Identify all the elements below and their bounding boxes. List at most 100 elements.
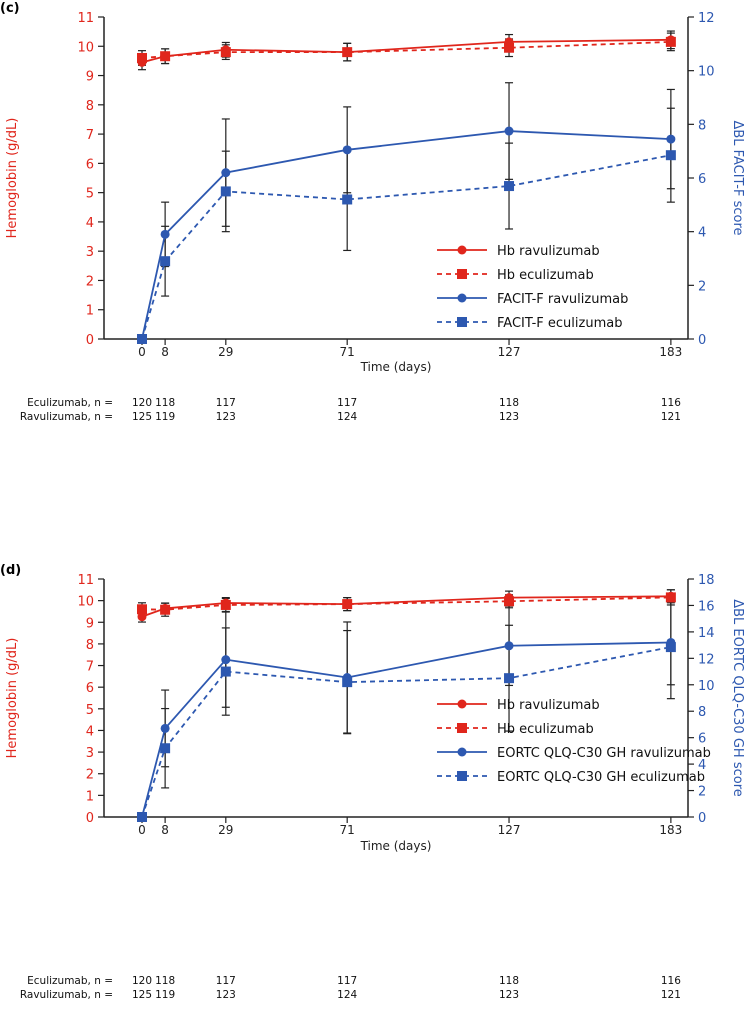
- x-tick-label: 71: [340, 345, 355, 359]
- left-y-axis-title: Hemoglobin (g/dL): [5, 118, 20, 239]
- data-point: [221, 168, 231, 178]
- right-y-tick-label: 6: [698, 172, 706, 187]
- right-y-tick-label: 8: [698, 705, 706, 720]
- x-tick-label: 29: [218, 345, 233, 359]
- right-y-axis-title: ΔBL EORTC QLQ-C30 GH score: [730, 599, 745, 797]
- left-y-tick-label: 10: [77, 40, 94, 55]
- legend-marker: [457, 245, 467, 255]
- n-table-value: 123: [216, 989, 236, 1001]
- legend-label: Hb eculizumab: [497, 722, 594, 737]
- n-table-value: 116: [661, 397, 681, 409]
- legend-label: EORTC QLQ-C30 GH eculizumab: [497, 770, 705, 785]
- right-y-tick-label: 4: [698, 758, 706, 773]
- right-y-tick-label: 0: [698, 333, 706, 348]
- data-point: [221, 655, 231, 665]
- right-y-tick-label: 18: [698, 573, 715, 588]
- data-point: [220, 186, 231, 197]
- legend-label: EORTC QLQ-C30 GH ravulizumab: [497, 746, 711, 761]
- series-line-2: [141, 641, 671, 818]
- data-point: [504, 596, 515, 607]
- data-point: [665, 592, 676, 603]
- series-line-3: [141, 154, 672, 340]
- legend-marker: [457, 317, 467, 327]
- data-point: [342, 145, 352, 155]
- x-tick-label: 183: [659, 823, 682, 837]
- n-table-value: 119: [155, 411, 175, 423]
- left-y-tick-label: 1: [86, 304, 94, 319]
- left-y-tick-label: 0: [86, 333, 94, 348]
- left-y-tick-label: 8: [86, 99, 94, 114]
- left-y-tick-label: 9: [86, 616, 94, 631]
- x-tick-label: 71: [340, 823, 355, 837]
- right-y-tick-label: 12: [698, 11, 715, 26]
- panel-label: (d): [0, 563, 21, 578]
- right-y-tick-label: 16: [698, 599, 715, 614]
- n-table-value: 121: [661, 989, 681, 1001]
- right-y-tick-label: 6: [698, 732, 706, 747]
- data-point: [160, 229, 170, 239]
- data-point: [220, 599, 231, 610]
- left-y-tick-label: 5: [86, 187, 94, 202]
- left-y-tick-label: 5: [86, 703, 94, 718]
- legend-marker: [457, 771, 467, 781]
- left-y-tick-label: 4: [86, 216, 94, 231]
- series-line-3: [141, 646, 672, 818]
- data-point: [504, 42, 515, 53]
- legend-label: FACIT-F eculizumab: [497, 316, 622, 331]
- left-y-tick-label: 3: [86, 245, 94, 260]
- left-y-tick-label: 11: [77, 573, 94, 588]
- legend-label: Hb ravulizumab: [497, 244, 600, 259]
- data-point: [137, 812, 147, 822]
- n-table-value: 118: [155, 397, 175, 409]
- right-y-tick-label: 2: [698, 785, 706, 800]
- right-y-tick-label: 8: [698, 118, 706, 133]
- n-table-value: 118: [499, 397, 519, 409]
- data-point: [666, 134, 676, 144]
- data-point: [137, 334, 147, 344]
- data-point: [342, 194, 353, 205]
- x-tick-label: 29: [218, 823, 233, 837]
- n-table-value: 118: [499, 975, 519, 987]
- right-y-axis-title: ΔBL FACIT-F score: [730, 120, 745, 235]
- legend-label: FACIT-F ravulizumab: [497, 292, 628, 307]
- n-table-value: 124: [337, 989, 357, 1001]
- n-table-row-label: Eculizumab, n =: [27, 397, 113, 409]
- x-tick-label: 0: [138, 823, 146, 837]
- right-y-tick-label: 10: [698, 65, 715, 80]
- right-y-tick-label: 2: [698, 279, 706, 294]
- x-tick-label: 0: [138, 345, 146, 359]
- data-point: [160, 723, 170, 733]
- n-table-value: 117: [216, 975, 236, 987]
- data-point: [665, 150, 676, 161]
- left-y-tick-label: 6: [86, 681, 94, 696]
- data-point: [220, 666, 231, 677]
- data-point: [137, 52, 147, 63]
- x-tick-label: 8: [161, 823, 169, 837]
- x-tick-label: 183: [659, 345, 682, 359]
- data-point: [504, 181, 515, 192]
- n-table-value: 124: [337, 411, 357, 423]
- x-axis-title: Time (days): [360, 360, 432, 374]
- data-point: [160, 256, 171, 267]
- left-y-tick-label: 1: [86, 789, 94, 804]
- legend-label: Hb ravulizumab: [497, 698, 600, 713]
- left-y-tick-label: 10: [77, 595, 94, 610]
- left-y-tick-label: 3: [86, 746, 94, 761]
- left-y-tick-label: 7: [86, 128, 94, 143]
- left-y-axis-title: Hemoglobin (g/dL): [5, 638, 20, 759]
- n-table-value: 119: [155, 989, 175, 1001]
- left-y-tick-label: 6: [86, 157, 94, 172]
- x-tick-label: 8: [161, 345, 169, 359]
- left-y-tick-label: 7: [86, 660, 94, 675]
- n-table-value: 117: [216, 397, 236, 409]
- panel-label: (c): [0, 1, 20, 16]
- n-table-value: 123: [499, 411, 519, 423]
- n-table-value: 125: [132, 411, 152, 423]
- n-table-value: 121: [661, 411, 681, 423]
- data-point: [504, 641, 514, 651]
- n-table-value: 120: [132, 975, 152, 987]
- right-y-tick-label: 4: [698, 226, 706, 241]
- left-y-tick-label: 2: [86, 768, 94, 783]
- data-point: [220, 47, 231, 58]
